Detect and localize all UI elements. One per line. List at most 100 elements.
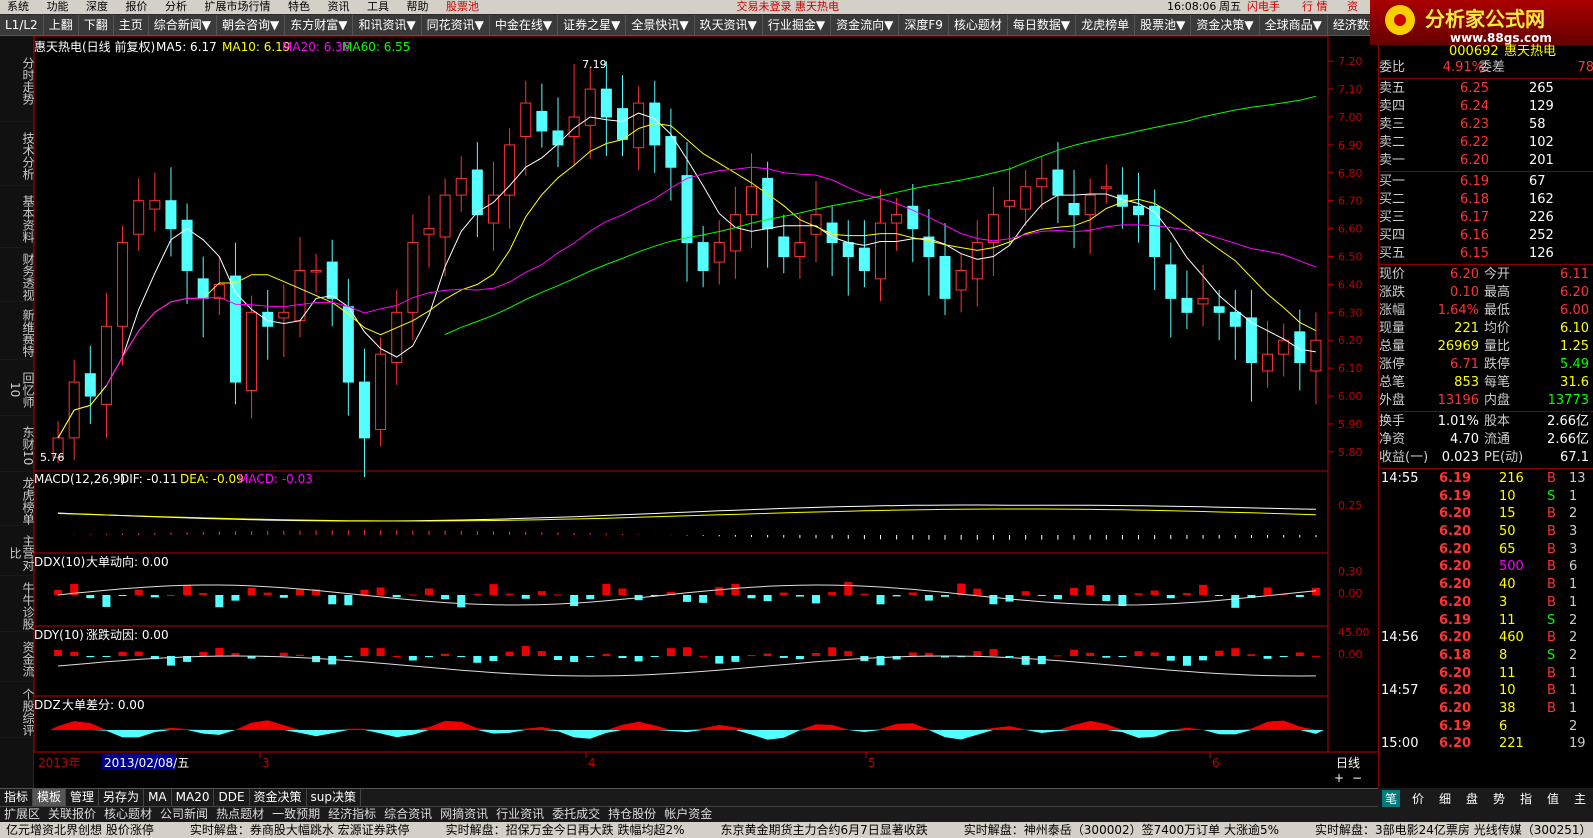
menu-news[interactable]: 资讯 [327, 0, 350, 13]
toolbar-button-17[interactable]: 每日数据▼ [1007, 15, 1077, 35]
candle-body[interactable] [697, 242, 709, 271]
left-tab-11[interactable]: 个股综评 [0, 682, 35, 738]
toolbar-button-18[interactable]: 龙虎榜单 [1076, 15, 1136, 35]
menu-stockpool[interactable]: 股票池 [446, 0, 479, 13]
candle-body[interactable] [100, 325, 112, 405]
candle-body[interactable] [455, 177, 467, 196]
candle-body[interactable] [810, 214, 822, 235]
candle-body[interactable] [923, 236, 935, 258]
candle-body[interactable] [84, 373, 96, 397]
candle-body[interactable] [1020, 186, 1032, 210]
candle-body[interactable] [826, 222, 838, 244]
quote-tab-3[interactable]: 盘 [1466, 792, 1479, 806]
candle-body[interactable] [1036, 177, 1048, 188]
news-button[interactable]: 资 [1347, 0, 1358, 13]
quote-tab-5[interactable]: 指 [1520, 792, 1533, 806]
candle-body[interactable] [875, 222, 887, 280]
candle-body[interactable] [1165, 264, 1177, 299]
toolbar-button-21[interactable]: 全球商品▼ [1259, 15, 1328, 35]
left-tab-7[interactable]: 龙虎榜单 [0, 472, 35, 526]
candle-body[interactable] [342, 306, 354, 383]
zoom-out-icon[interactable]: − [1352, 771, 1362, 785]
ext-tab-1[interactable]: 关联报价 [48, 807, 97, 821]
candle-body[interactable] [133, 200, 145, 235]
candle-body[interactable] [955, 269, 967, 291]
candle-body[interactable] [181, 219, 193, 271]
quote-tab-1[interactable]: 价 [1412, 792, 1425, 806]
candle-body[interactable] [310, 269, 322, 273]
candle-body[interactable] [407, 242, 419, 313]
candle-body[interactable] [907, 205, 919, 230]
ticker-item-2[interactable]: 实时解盘：招保万金今日再大跌 跌幅均超2% [445, 823, 685, 837]
indicator-tab-5[interactable]: MA20 [172, 789, 215, 806]
candle-body[interactable] [439, 194, 451, 238]
candle-body[interactable] [278, 311, 290, 319]
menu-depth[interactable]: 深度 [86, 0, 108, 13]
left-tab-9[interactable]: 牛牛诊股 [0, 576, 35, 632]
quote-tab-4[interactable]: 势 [1493, 792, 1506, 806]
indicator-tab-8[interactable]: sup决策 [307, 789, 362, 806]
zoom-in-icon[interactable]: + [1334, 771, 1344, 785]
candle-body[interactable] [375, 353, 387, 431]
candle-body[interactable] [729, 214, 741, 252]
candle-body[interactable] [520, 102, 532, 138]
indicator-tab-3[interactable]: 另存为 [99, 789, 145, 806]
ext-tab-9[interactable]: 行业资讯 [496, 807, 545, 821]
indicator-tab-0[interactable]: 指标 [0, 789, 34, 806]
toolbar-button-3[interactable]: 主页 [113, 15, 149, 35]
candle-body[interactable] [149, 200, 161, 210]
candle-body[interactable] [1245, 317, 1257, 364]
menu-special[interactable]: 特色 [288, 0, 310, 13]
candle-body[interactable] [1149, 205, 1161, 258]
candle-body[interactable] [1004, 200, 1016, 207]
candle-body[interactable] [1229, 311, 1241, 327]
toolbar-button-5[interactable]: 朝会咨询▼ [216, 15, 286, 35]
toolbar-button-19[interactable]: 股票池▼ [1135, 15, 1192, 35]
candle-body[interactable] [568, 116, 580, 138]
ticker-item-0[interactable]: 亿元增资北界创想 股价涨停 [6, 823, 154, 837]
candle-body[interactable] [1278, 339, 1290, 355]
quote-tab-7[interactable]: 主 [1574, 792, 1587, 806]
ext-tab-10[interactable]: 委托成交 [552, 807, 601, 821]
indicator-tab-4[interactable]: MA [144, 789, 172, 806]
candle-body[interactable] [391, 311, 403, 364]
toolbar-button-4[interactable]: 综合新闻▼ [148, 15, 217, 35]
candle-body[interactable] [762, 177, 774, 230]
quote-tab-0[interactable]: 笔 [1382, 790, 1401, 807]
candle-body[interactable] [1084, 194, 1096, 216]
menu-analysis[interactable]: 分析 [165, 0, 187, 13]
flash-button[interactable]: 闪电手 [1247, 0, 1280, 13]
candle-body[interactable] [939, 256, 951, 299]
toolbar-button-1[interactable]: 上翻 [43, 15, 79, 35]
candle-body[interactable] [891, 214, 903, 224]
candle-body[interactable] [487, 194, 499, 224]
indicator-tab-7[interactable]: 资金决策 [250, 789, 307, 806]
toolbar-button-2[interactable]: 下翻 [78, 15, 114, 35]
candle-body[interactable] [504, 144, 516, 196]
left-tab-4[interactable]: 新维赛特 [0, 302, 35, 360]
ext-tab-2[interactable]: 核心题材 [104, 807, 153, 821]
candle-body[interactable] [1100, 186, 1112, 189]
ext-tab-0[interactable]: 扩展区 [4, 807, 41, 821]
ticker-item-4[interactable]: 实时解盘：神州泰岳（300002）签7400万订单 大涨逾5% [963, 823, 1279, 837]
menu-help[interactable]: 帮助 [406, 0, 429, 13]
kline-chart[interactable]: 7.20 7.10 7.00 6.90 6.80 6.70 6.60 6.50 6.40 6.30… [34, 36, 1378, 788]
indicator-tab-2[interactable]: 管理 [66, 789, 100, 806]
candle-body[interactable] [778, 236, 790, 258]
toolbar-button-11[interactable]: 全景快讯▼ [626, 15, 695, 35]
left-tab-8[interactable]: 主营对比 [0, 526, 35, 576]
ext-tab-8[interactable]: 网摘资讯 [440, 807, 489, 821]
ticker-item-5[interactable]: 实时解盘：3部电影24亿票房 光线传媒（300251） [1315, 823, 1592, 837]
ext-tab-7[interactable]: 综合资讯 [384, 807, 433, 821]
candle-body[interactable] [262, 311, 274, 327]
menu-tools[interactable]: 工具 [367, 0, 389, 13]
candle-body[interactable] [616, 108, 628, 140]
menu-quote[interactable]: 报价 [125, 0, 148, 13]
candle-body[interactable] [1197, 297, 1209, 305]
ticker-item-3[interactable]: 东京黄金期货主力合约6月7日显著收跌 [720, 823, 928, 837]
candle-body[interactable] [52, 437, 64, 458]
candle-body[interactable] [584, 88, 596, 126]
candle-body[interactable] [1068, 203, 1080, 216]
toolbar-button-12[interactable]: 玖天资讯▼ [694, 15, 763, 35]
left-tab-5[interactable]: 回忆师10 [0, 360, 35, 416]
